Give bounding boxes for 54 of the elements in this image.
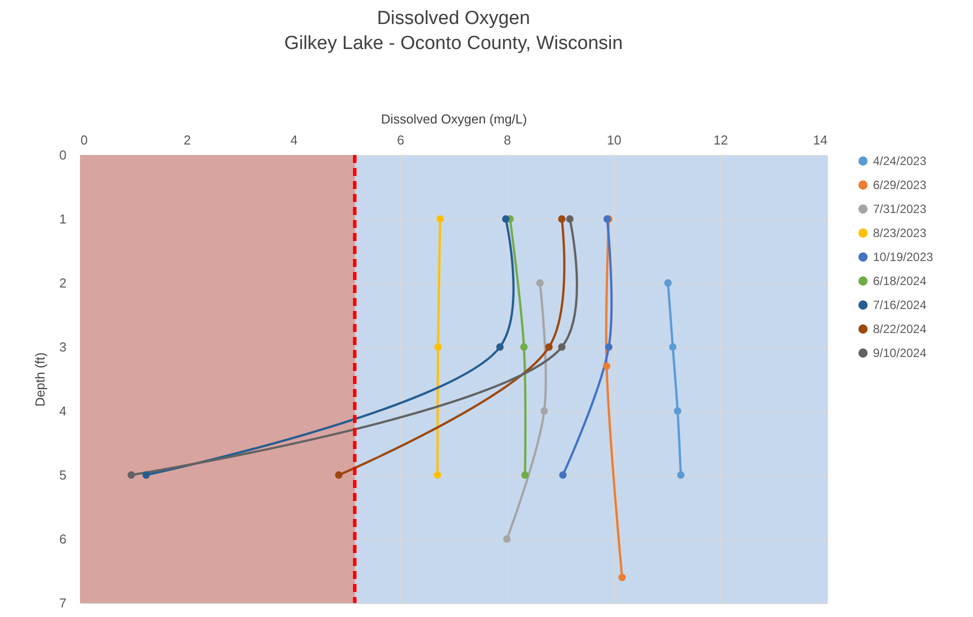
point: [559, 471, 567, 479]
legend-label: 7/16/2024: [873, 298, 927, 312]
point: [496, 343, 504, 351]
point: [558, 343, 566, 351]
point: [335, 471, 342, 479]
point: [540, 407, 548, 415]
point: [434, 343, 442, 351]
point: [142, 471, 150, 479]
point: [669, 343, 677, 351]
point: [674, 407, 682, 415]
y-tick-label: 0: [59, 148, 66, 162]
x-tick-label: 10: [606, 132, 622, 148]
y-tick-label: 5: [59, 468, 66, 482]
legend-label: 9/10/2024: [873, 346, 927, 360]
point: [434, 471, 442, 479]
point: [605, 343, 612, 351]
x-tick-label: 0: [80, 132, 88, 148]
legend-label: 10/19/2023: [873, 250, 934, 264]
point: [128, 471, 135, 479]
point: [436, 215, 444, 223]
y-tick-label: 7: [59, 596, 66, 610]
point: [566, 215, 574, 223]
x-tick-label: 14: [813, 132, 828, 148]
y-axis-title: Depth (ft): [32, 352, 48, 407]
point: [545, 343, 553, 351]
point: [536, 279, 544, 287]
point: [520, 343, 528, 351]
x-tick-label: 12: [714, 132, 728, 148]
point: [677, 471, 685, 479]
x-tick-label: 2: [184, 132, 191, 148]
x-axis-title: Dissolved Oxygen (mg/L): [381, 112, 527, 126]
point: [664, 279, 672, 287]
point: [618, 574, 626, 582]
y-tick-label: 6: [59, 532, 66, 546]
chart-title: Dissolved Oxygen: [376, 8, 530, 29]
x-tick-label: 6: [397, 132, 404, 148]
legend-label: 8/22/2024: [873, 322, 927, 336]
y-tick-label: 2: [59, 276, 66, 290]
x-tick-label: 8: [504, 132, 511, 148]
point: [602, 362, 610, 370]
point: [503, 535, 511, 543]
x-tick-label: 4: [290, 132, 298, 148]
y-tick-label: 3: [59, 340, 66, 354]
legend-label: 8/23/2023: [873, 226, 927, 240]
legend-label: 6/29/2023: [873, 178, 927, 192]
chart-subtitle: Gilkey Lake - Oconto County, Wisconsin: [284, 33, 623, 54]
legend-label: 6/18/2024: [873, 274, 927, 288]
point: [558, 215, 566, 223]
y-tick-label: 1: [59, 212, 66, 226]
legend-label: 4/24/2023: [873, 154, 927, 168]
point: [521, 471, 529, 479]
point: [502, 215, 510, 223]
y-tick-label: 4: [59, 404, 66, 418]
legend-label: 7/31/2023: [873, 202, 927, 216]
